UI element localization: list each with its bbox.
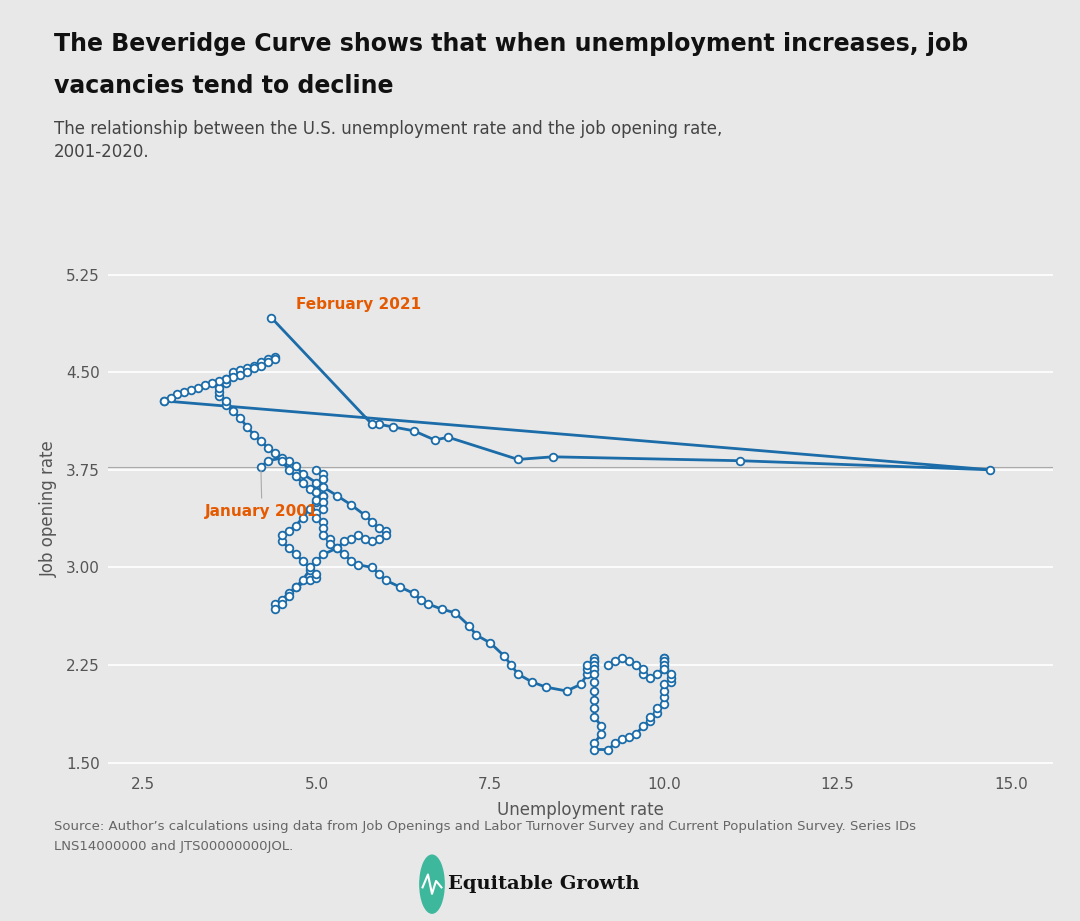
Circle shape [420,855,444,914]
Text: 2001-2020.: 2001-2020. [54,143,150,161]
Text: Source: Author’s calculations using data from Job Openings and Labor Turnover Su: Source: Author’s calculations using data… [54,820,916,833]
Text: January 2001: January 2001 [205,470,319,519]
Text: February 2021: February 2021 [296,297,421,312]
Text: The Beveridge Curve shows that when unemployment increases, job: The Beveridge Curve shows that when unem… [54,32,969,56]
Text: Equitable Growth: Equitable Growth [448,875,639,893]
X-axis label: Unemployment rate: Unemployment rate [497,800,664,819]
Text: vacancies tend to decline: vacancies tend to decline [54,74,393,98]
Y-axis label: Job opening rate: Job opening rate [40,440,57,577]
Text: The relationship between the U.S. unemployment rate and the job opening rate,: The relationship between the U.S. unempl… [54,120,723,138]
Text: LNS14000000 and JTS00000000JOL.: LNS14000000 and JTS00000000JOL. [54,840,294,853]
